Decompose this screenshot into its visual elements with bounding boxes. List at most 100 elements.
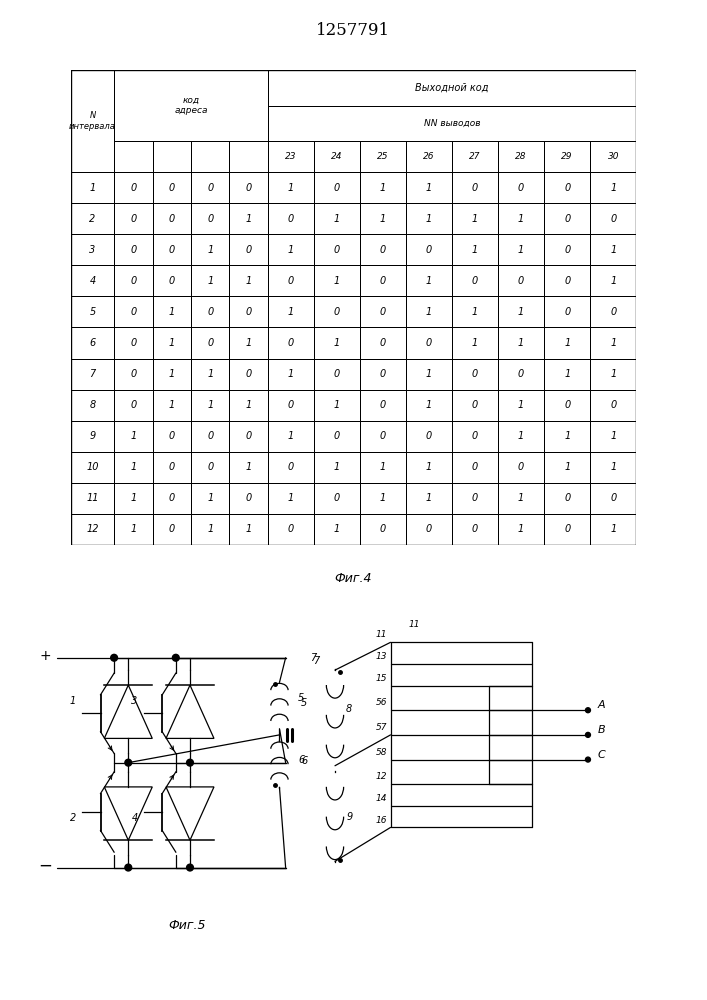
Text: 0: 0 [130, 276, 136, 286]
Bar [268, 483, 314, 514]
Text: 0: 0 [130, 183, 136, 193]
Circle shape [585, 708, 590, 713]
Bar [229, 172, 268, 203]
Bar [590, 452, 636, 483]
Text: 0: 0 [472, 493, 478, 503]
Text: 1: 1 [288, 183, 294, 193]
Bar [590, 327, 636, 359]
Bar [314, 359, 360, 390]
Text: 1: 1 [288, 493, 294, 503]
Bar [544, 390, 590, 421]
Bar [544, 359, 590, 390]
Text: 1: 1 [130, 493, 136, 503]
Text: 7: 7 [89, 369, 95, 379]
Circle shape [585, 757, 590, 762]
Bar [229, 141, 268, 172]
Bar [452, 141, 498, 172]
Text: код
адреса: код адреса [174, 96, 208, 115]
Text: 0: 0 [472, 524, 478, 534]
Bar [314, 296, 360, 327]
Text: 1: 1 [334, 400, 340, 410]
Bar [406, 296, 452, 327]
Text: 1: 1 [610, 245, 617, 255]
Bar [229, 421, 268, 452]
Text: 0: 0 [245, 493, 252, 503]
Text: B: B [597, 725, 605, 735]
Bar [360, 359, 406, 390]
Bar [590, 203, 636, 234]
Bar [191, 452, 229, 483]
Bar [590, 265, 636, 296]
Bar [314, 234, 360, 265]
Bar [71, 359, 115, 390]
Bar [71, 390, 115, 421]
Bar [544, 172, 590, 203]
Bar [360, 390, 406, 421]
Text: 57: 57 [376, 723, 387, 732]
Text: 9: 9 [89, 431, 95, 441]
Bar [153, 452, 191, 483]
Bar [360, 327, 406, 359]
Bar [452, 390, 498, 421]
Text: 1: 1 [169, 307, 175, 317]
Text: 0: 0 [610, 400, 617, 410]
Text: 15: 15 [376, 674, 387, 683]
Bar [452, 421, 498, 452]
Text: 0: 0 [245, 369, 252, 379]
Text: 0: 0 [564, 214, 571, 224]
Text: 24: 24 [331, 152, 343, 161]
Text: 0: 0 [130, 369, 136, 379]
Bar [590, 359, 636, 390]
Text: 1: 1 [610, 183, 617, 193]
Bar [71, 421, 115, 452]
Text: 3: 3 [89, 245, 95, 255]
Text: 25: 25 [377, 152, 389, 161]
Text: 12: 12 [86, 524, 99, 534]
Bar [406, 390, 452, 421]
Bar [191, 234, 229, 265]
Text: 1: 1 [610, 338, 617, 348]
Text: 1: 1 [426, 276, 432, 286]
Text: 8: 8 [346, 704, 352, 714]
Bar [229, 359, 268, 390]
Bar [360, 234, 406, 265]
Text: 0: 0 [380, 400, 386, 410]
Circle shape [125, 759, 132, 766]
Text: 0: 0 [207, 338, 214, 348]
Text: 0: 0 [288, 400, 294, 410]
Bar [71, 327, 115, 359]
Bar [153, 421, 191, 452]
Bar [452, 483, 498, 514]
Text: 0: 0 [564, 276, 571, 286]
Text: 1: 1 [130, 431, 136, 441]
Bar [71, 70, 115, 172]
Text: 1: 1 [207, 245, 214, 255]
Text: 0: 0 [426, 524, 432, 534]
Bar [544, 452, 590, 483]
Bar [498, 172, 544, 203]
Bar [153, 483, 191, 514]
Bar [153, 203, 191, 234]
Text: 0: 0 [518, 369, 525, 379]
Bar [268, 172, 314, 203]
Text: 0: 0 [334, 493, 340, 503]
Text: 0: 0 [245, 245, 252, 255]
Bar [498, 203, 544, 234]
Text: 0: 0 [169, 245, 175, 255]
Text: 0: 0 [245, 431, 252, 441]
Text: 10: 10 [86, 462, 99, 472]
Text: 0: 0 [169, 524, 175, 534]
Text: 8: 8 [89, 400, 95, 410]
Bar [153, 172, 191, 203]
Bar [590, 172, 636, 203]
Bar [268, 327, 314, 359]
Text: A: A [597, 700, 605, 710]
Text: 1: 1 [380, 493, 386, 503]
Bar [229, 203, 268, 234]
Bar [115, 172, 153, 203]
Text: 0: 0 [564, 524, 571, 534]
Text: 56: 56 [376, 698, 387, 707]
Text: 1: 1 [518, 400, 525, 410]
Bar [544, 203, 590, 234]
Text: 1: 1 [207, 276, 214, 286]
